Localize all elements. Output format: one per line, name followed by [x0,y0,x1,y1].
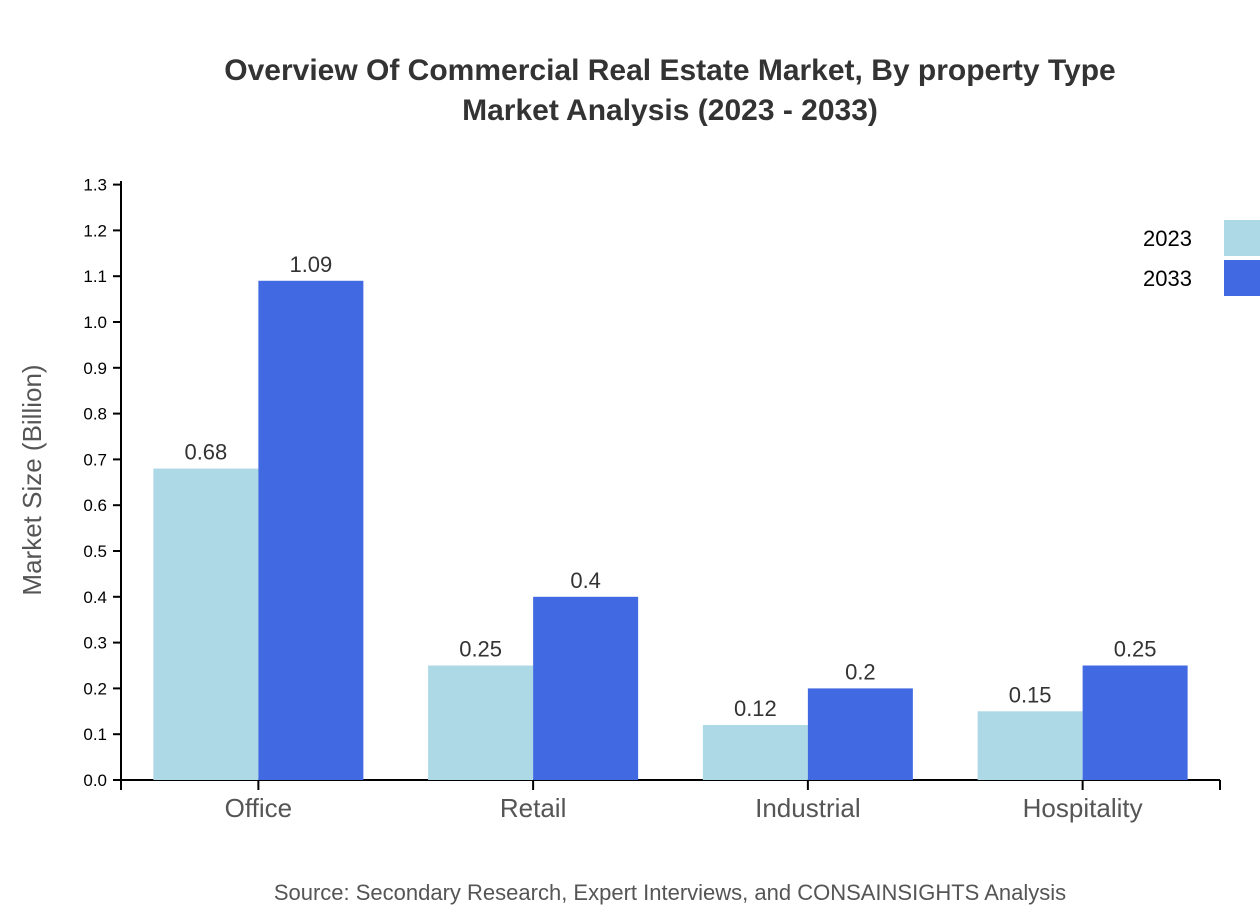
data-label: 0.15 [1009,682,1052,707]
y-tick-label: 1.0 [83,313,107,332]
y-axis-label: Market Size (Billion) [17,364,47,595]
bar-2033-retail[interactable] [533,596,639,780]
x-tick-label: Hospitality [1023,793,1143,823]
legend-swatch [1224,220,1260,256]
bar-2033-industrial[interactable] [807,688,913,780]
data-label: 0.2 [845,659,876,684]
y-tick-label: 0.2 [83,679,107,698]
y-tick-label: 1.1 [83,267,107,286]
bar-2023-retail[interactable] [428,665,534,781]
y-tick-label: 0.7 [83,450,107,469]
legend-label: 2023 [1143,226,1192,251]
data-label: 0.68 [184,440,227,465]
y-tick-label: 0.3 [83,634,107,653]
x-tick-label: Office [225,793,292,823]
legend-swatch [1224,260,1260,296]
y-tick-label: 0.8 [83,405,107,424]
y-tick-label: 0.4 [83,588,107,607]
chart-subtitle: Market Analysis (2023 - 2033) [462,94,878,127]
x-tick-label: Industrial [755,793,861,823]
chart-title: Overview Of Commercial Real Estate Marke… [224,54,1115,87]
data-label: 0.25 [1114,637,1157,662]
bar-2033-hospitality[interactable] [1082,665,1188,781]
bar-2023-hospitality[interactable] [977,711,1083,780]
bar-2033-office[interactable] [258,280,364,780]
y-tick-label: 0.9 [83,359,107,378]
y-tick-label: 0.1 [83,725,107,744]
x-tick-label: Retail [500,793,566,823]
data-label: 1.09 [289,252,332,277]
data-label: 0.4 [570,568,601,593]
legend-label: 2033 [1143,266,1192,291]
y-tick-label: 0.6 [83,496,107,515]
data-label: 0.25 [459,637,502,662]
y-tick-label: 1.2 [83,221,107,240]
bar-2023-industrial[interactable] [702,725,808,780]
bar-2023-office[interactable] [153,468,259,780]
y-tick-label: 0.5 [83,542,107,561]
source-note: Source: Secondary Research, Expert Inter… [274,880,1066,905]
data-label: 0.12 [734,696,777,721]
y-tick-label: 1.3 [83,176,107,195]
y-tick-label: 0.0 [83,771,107,790]
